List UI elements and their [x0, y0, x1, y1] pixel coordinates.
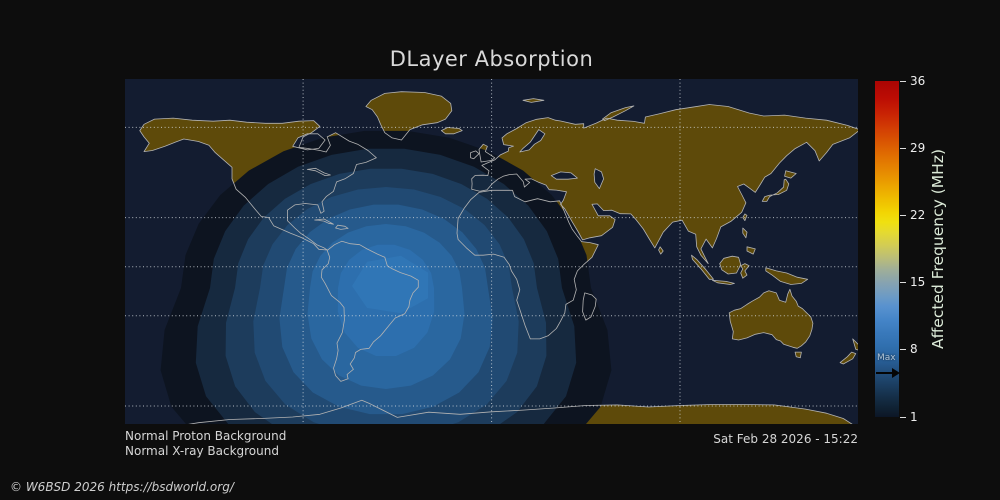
map-layers: [125, 79, 858, 424]
max-arrow-icon: [876, 372, 892, 374]
world-map: [125, 79, 858, 424]
status-proton: Normal Proton Background: [125, 429, 287, 443]
map-canvas: [125, 79, 858, 424]
status-xray: Normal X-ray Background: [125, 444, 279, 458]
timestamp: Sat Feb 28 2026 - 15:22: [713, 432, 858, 446]
colorbar-tick: [900, 349, 906, 351]
colorbar-tick: [900, 80, 906, 82]
page-title: DLayer Absorption: [389, 47, 594, 71]
colorbar-tick-label: 22: [910, 207, 926, 222]
colorbar-axis-label: Affected Frequency (MHz): [929, 149, 947, 349]
colorbar-tick-label: 36: [910, 73, 926, 88]
colorbar-tick-label: 15: [910, 275, 926, 290]
colorbar-tick: [900, 416, 906, 418]
colorbar-tick: [900, 147, 906, 149]
colorbar-tick-label: 1: [910, 409, 918, 424]
max-marker-label: Max: [877, 353, 896, 363]
colorbar-tick: [900, 214, 906, 216]
max-arrowhead-icon: [892, 368, 900, 378]
colorbar-tick-label: 29: [910, 140, 926, 155]
copyright-text: © W6BSD 2026 https://bsdworld.org/: [10, 480, 234, 494]
colorbar-tick: [900, 282, 906, 284]
colorbar-gradient: [875, 81, 899, 417]
colorbar-tick-label: 8: [910, 342, 918, 357]
max-marker: Max: [875, 353, 901, 363]
